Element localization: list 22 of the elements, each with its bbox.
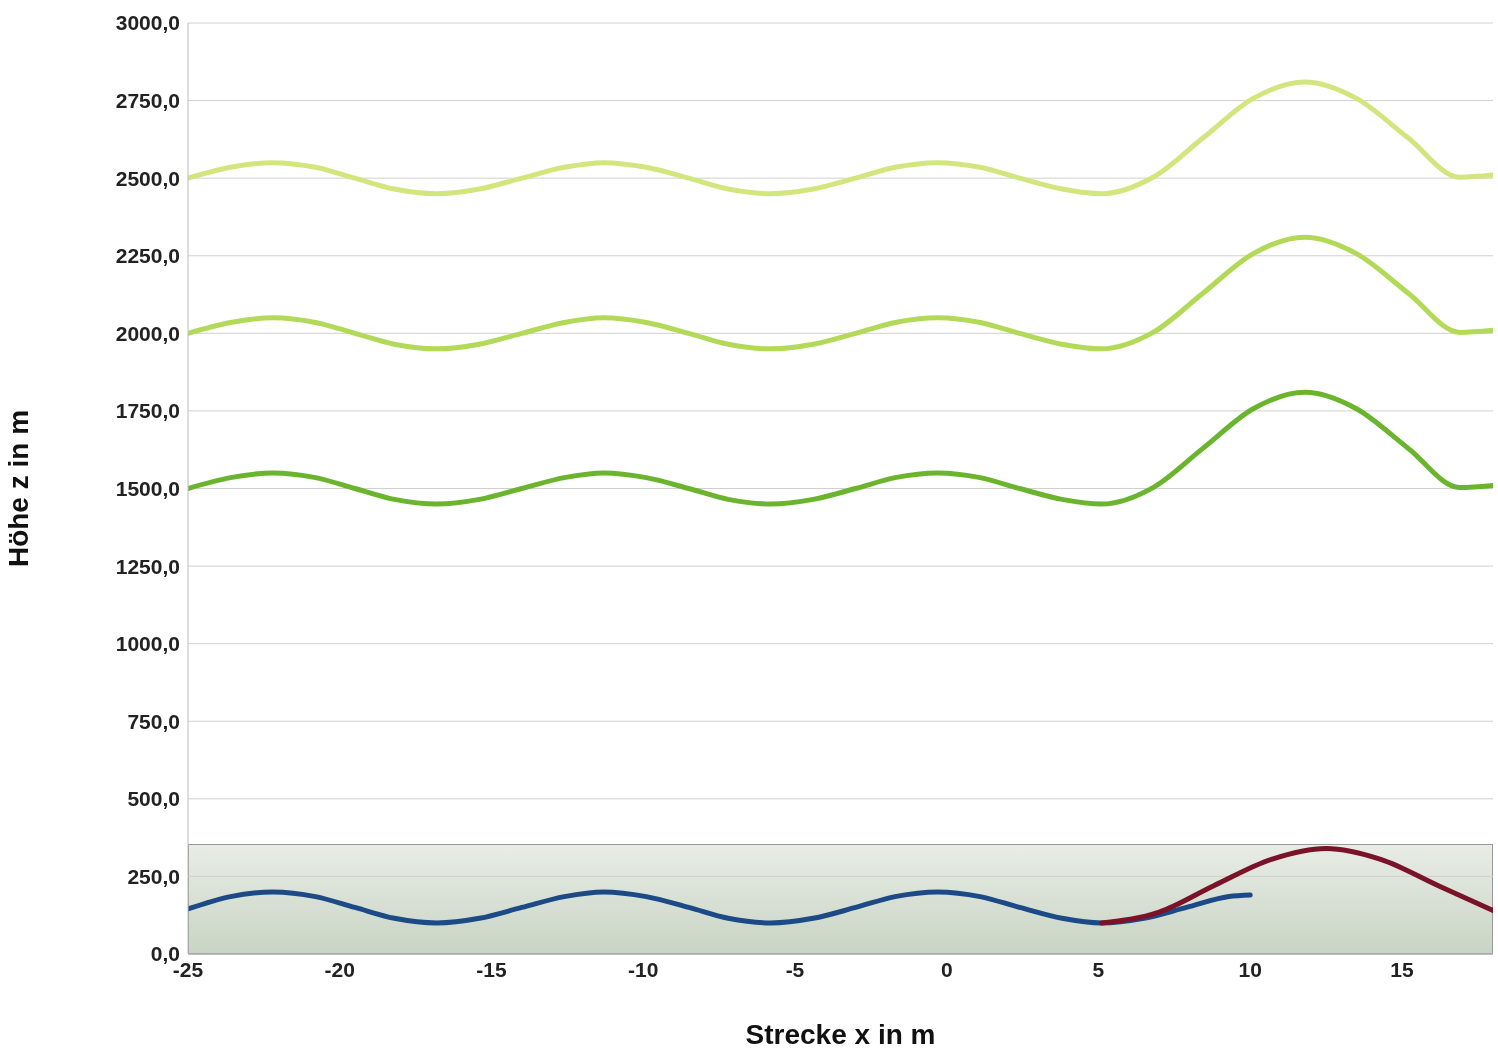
y-tick-label: 3000,0 [115,11,180,35]
y-tick-label: 1000,0 [115,632,180,656]
y-tick-label: 250,0 [127,864,180,888]
y-tick-label: 2000,0 [115,321,180,345]
y-tick-label: 2750,0 [115,89,180,113]
y-tick-label: 1750,0 [115,399,180,423]
x-tick-label: -15 [476,957,507,981]
x-tick-label: 10 [1238,957,1262,981]
x-tick-label: -20 [324,957,355,981]
x-tick-label: -10 [628,957,659,981]
y-tick-label: 1500,0 [115,476,180,500]
x-tick-label: 15 [1390,957,1414,981]
x-tick-label: 5 [1092,957,1105,981]
y-tick-label: 2250,0 [115,244,180,268]
x-tick-label: -5 [785,957,805,981]
y-tick-label: 500,0 [127,787,180,811]
x-tick-label: 0 [940,957,953,981]
y-tick-label: 750,0 [127,709,180,733]
y-tick-label: 1250,0 [115,554,180,578]
x-axis-title: Strecke x in m [745,1019,936,1050]
y-axis-title: Höhe z in m [2,409,34,568]
y-tick-label: 2500,0 [115,166,180,190]
